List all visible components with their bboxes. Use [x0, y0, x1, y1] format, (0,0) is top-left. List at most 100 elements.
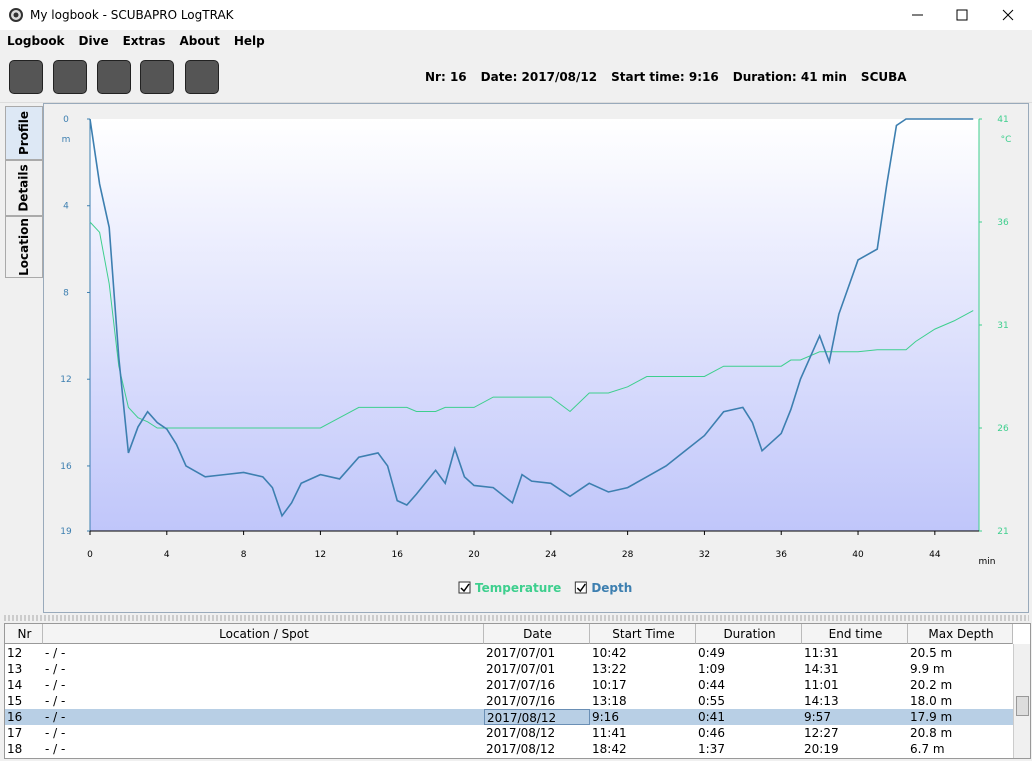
- table-row[interactable]: 16 - / - 2017/08/12 9:16 0:41 9:57 17.9 m: [5, 709, 1013, 725]
- legend-label: Depth: [591, 581, 632, 595]
- table-cell: 14:31: [804, 662, 839, 676]
- table-row[interactable]: 18 - / - 2017/08/12 18:42 1:37 20:19 6.7 m: [5, 741, 1013, 757]
- column-header[interactable]: Duration: [696, 624, 802, 644]
- splitter[interactable]: [4, 615, 1029, 621]
- table-cell: 20.2 m: [910, 678, 953, 692]
- table-cell: 2017/08/12: [486, 726, 556, 740]
- legend-checkbox[interactable]: [458, 581, 471, 594]
- series-line: [89, 118, 974, 518]
- column-header[interactable]: End time: [802, 624, 908, 644]
- table-cell: 0:55: [698, 694, 725, 708]
- table-cell: 9:57: [804, 710, 831, 724]
- dive-info: Nr: 16 Date: 2017/08/12 Start time: 9:16 Du…: [418, 70, 914, 84]
- scrollbar[interactable]: [1013, 644, 1030, 758]
- table-cell: 10:17: [592, 678, 627, 692]
- x-tick-label: 16: [391, 550, 403, 560]
- window-controls[interactable]: [900, 0, 1032, 30]
- legend-checkbox[interactable]: [574, 581, 587, 594]
- window-title: My logbook - SCUBAPRO LogTRAK: [30, 8, 234, 22]
- table-cell: - / -: [45, 662, 66, 676]
- menu-item[interactable]: About: [179, 34, 220, 48]
- table-cell: - / -: [45, 646, 66, 660]
- table-cell: 12:27: [804, 726, 839, 740]
- x-tick-label: 40: [852, 550, 864, 560]
- app-icon: [9, 8, 23, 22]
- column-header[interactable]: Start Time: [590, 624, 696, 644]
- table-cell: 11:01: [804, 678, 839, 692]
- info-field: Nr: 16: [425, 70, 467, 84]
- legend-check: [576, 583, 586, 593]
- table-cell: 15: [7, 694, 23, 708]
- table-cell: 2017/07/01: [486, 646, 556, 660]
- y-tick-label: 16: [60, 462, 72, 472]
- tab[interactable]: Location: [5, 216, 43, 278]
- table-row[interactable]: 15 - / - 2017/07/16 13:18 0:55 14:13 18.0 m: [5, 693, 1013, 709]
- chart: 0 4 8 12 16 19 21 26 31 36 41 0 4 8 12 16 20 24 28 32 36 40 44…: [43, 103, 1029, 613]
- x-tick-label: 44: [929, 550, 941, 560]
- toolbar-button[interactable]: [140, 60, 174, 94]
- table-cell: 17: [7, 726, 23, 740]
- table-cell: 18.0 m: [910, 694, 953, 708]
- menu-item[interactable]: Dive: [78, 34, 109, 48]
- y2-tick-label: 21: [997, 527, 1008, 537]
- table-cell: 2017/07/16: [486, 678, 556, 692]
- table-row[interactable]: 12 - / - 2017/07/01 10:42 0:49 11:31 20.5 m: [5, 645, 1013, 661]
- menu-item[interactable]: Extras: [122, 34, 166, 48]
- y2-tick-label: 36: [997, 218, 1009, 228]
- tab-label: Details: [17, 164, 31, 212]
- table-cell: 2017/07/01: [486, 662, 556, 676]
- y-tick-label: 0: [63, 115, 69, 125]
- column-header[interactable]: Max Depth: [908, 624, 1013, 644]
- table-cell: 20:19: [804, 742, 839, 756]
- table-cell: 12: [7, 646, 23, 660]
- table-cell: 0:46: [698, 726, 725, 740]
- table-cell: 10:42: [592, 646, 627, 660]
- tab[interactable]: Details: [5, 160, 43, 216]
- column-header[interactable]: Nr: [5, 624, 43, 644]
- info-field: Start time: 9:16: [611, 70, 719, 84]
- y2-tick-label: 31: [997, 321, 1008, 331]
- table-cell: 18:42: [592, 742, 627, 756]
- toolbar-button[interactable]: [185, 60, 219, 94]
- column-header[interactable]: Location / Spot: [43, 624, 484, 644]
- y2-axis-label: °C: [1001, 135, 1012, 145]
- table-cell: - / -: [45, 726, 66, 740]
- table-cell: 0:41: [698, 710, 725, 724]
- tab[interactable]: Profile: [5, 106, 43, 160]
- x-tick-label: 20: [468, 550, 480, 560]
- menu-item[interactable]: Help: [233, 34, 265, 48]
- toolbar-button[interactable]: [9, 60, 43, 94]
- dive-table: Nr Location / Spot Date Start Time Duration E…: [4, 623, 1031, 759]
- table-cell: 2017/08/12: [484, 709, 590, 725]
- table-cell: - / -: [45, 678, 66, 692]
- table-cell: 11:31: [804, 646, 839, 660]
- x-tick-label: 12: [315, 550, 326, 560]
- table-cell: 6.7 m: [910, 742, 945, 756]
- y-tick-label: 4: [63, 202, 69, 212]
- menu-item[interactable]: Logbook: [7, 34, 65, 48]
- column-header[interactable]: Date: [484, 624, 590, 644]
- table-cell: 0:49: [698, 646, 725, 660]
- x-tick-label: 36: [776, 550, 788, 560]
- table-cell: - / -: [45, 710, 66, 724]
- x-tick-label: 0: [87, 550, 93, 560]
- tab-label: Location: [17, 218, 31, 276]
- y2-tick-label: 26: [997, 424, 1009, 434]
- x-tick-label: 8: [241, 550, 247, 560]
- x-tick-label: 4: [164, 550, 170, 560]
- toolbar-button[interactable]: [97, 60, 131, 94]
- table-row[interactable]: 13 - / - 2017/07/01 13:22 1:09 14:31 9.9 m: [5, 661, 1013, 677]
- table-cell: 11:41: [592, 726, 627, 740]
- toolbar-button[interactable]: [53, 60, 87, 94]
- toolbar: Nr: 16 Date: 2017/08/12 Start time: 9:16 Du…: [0, 52, 1032, 103]
- series-line: [89, 221, 974, 429]
- legend-label: Temperature: [475, 581, 561, 595]
- menu-bar: Logbook Dive Extras About Help: [0, 30, 1032, 52]
- table-cell: 9.9 m: [910, 662, 945, 676]
- table-cell: 2017/07/16: [486, 694, 556, 708]
- x-tick-label: 32: [699, 550, 710, 560]
- legend-check: [460, 583, 470, 593]
- y-tick-label: 12: [60, 375, 71, 385]
- table-row[interactable]: 14 - / - 2017/07/16 10:17 0:44 11:01 20.2 m: [5, 677, 1013, 693]
- table-row[interactable]: 17 - / - 2017/08/12 11:41 0:46 12:27 20.8 m: [5, 725, 1013, 741]
